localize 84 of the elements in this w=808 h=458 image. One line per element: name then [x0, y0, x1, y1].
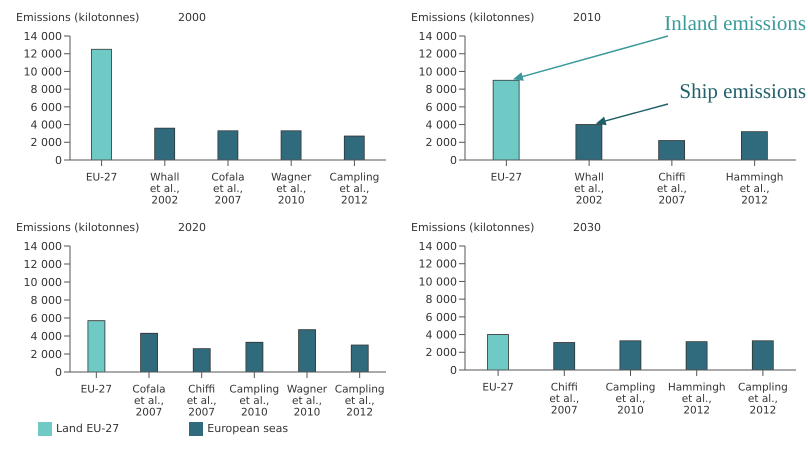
y-tick-label: 14 000	[418, 30, 457, 43]
y-axis-title: Emissions (kilotonnes)	[16, 11, 140, 24]
legend-label: European seas	[207, 422, 288, 436]
y-tick-label: 0	[55, 154, 62, 167]
y-tick-label: 6 000	[30, 100, 62, 114]
x-tick-label: Hammingh et al., 2012	[726, 171, 784, 206]
y-tick-label: 0	[450, 364, 457, 377]
x-tick-label: Chiffi et al., 2007	[186, 383, 217, 418]
x-tick-label: Wagner et al., 2010	[286, 383, 328, 418]
bar	[91, 48, 112, 160]
bar	[344, 136, 365, 160]
y-tick-label: 2 000	[30, 136, 62, 150]
bar	[217, 130, 238, 160]
y-tick-label: 10 000	[24, 65, 62, 78]
x-tick-label: Campling et al., 2012	[329, 171, 380, 206]
bar	[752, 340, 774, 370]
y-tick-label: 8 000	[30, 294, 62, 307]
y-tick-label: 14 000	[418, 240, 457, 253]
y-tick-label: 6 000	[426, 100, 457, 114]
chart-title: 2030	[573, 221, 601, 234]
y-tick-label: 6 000	[426, 310, 457, 324]
y-tick-label: 8 000	[426, 83, 457, 96]
y-tick-label: 0	[450, 154, 457, 167]
bar	[553, 342, 576, 370]
x-tick-label: Hammingh et al., 2012	[668, 381, 726, 416]
y-tick-label: 10 000	[418, 275, 457, 288]
y-tick-label: 14 000	[24, 30, 62, 43]
x-tick-label: EU-27	[80, 383, 112, 396]
x-tick-label: Campling et al., 2012	[334, 383, 385, 418]
y-tick-label: 12 000	[418, 48, 457, 61]
y-tick-label: 12 000	[24, 48, 62, 61]
legend-label: Land EU-27	[56, 422, 120, 436]
bar	[246, 342, 264, 372]
chart-title: 2010	[573, 11, 601, 24]
y-axis-title: Emissions (kilotonnes)	[16, 221, 140, 234]
y-tick-label: 2 000	[426, 346, 457, 360]
y-tick-label: 4 000	[30, 118, 62, 132]
y-tick-label: 10 000	[418, 65, 457, 78]
y-tick-label: 12 000	[418, 258, 457, 271]
y-tick-label: 8 000	[30, 83, 62, 96]
y-tick-label: 12 000	[24, 258, 62, 271]
bar	[492, 80, 520, 160]
bar	[88, 320, 106, 372]
x-tick-label: Campling et al., 2010	[229, 383, 280, 418]
bar	[350, 344, 369, 372]
x-tick-label: EU-27	[86, 171, 118, 184]
x-tick-label: Cofala et al., 2007	[132, 383, 166, 418]
bar	[740, 131, 768, 160]
chart-title: 2000	[178, 11, 206, 24]
bar	[140, 332, 158, 372]
y-tick-label: 8 000	[426, 293, 457, 306]
y-axis-title: Emissions (kilotonnes)	[411, 11, 534, 24]
bar	[575, 124, 602, 160]
y-tick-label: 4 000	[426, 328, 457, 342]
y-axis-title: Emissions (kilotonnes)	[411, 221, 534, 234]
text: Inland emissions	[664, 11, 806, 35]
y-tick-label: 14 000	[24, 240, 62, 253]
bar	[280, 130, 302, 160]
bar	[686, 341, 708, 370]
bar	[298, 329, 316, 372]
annotation: Ship emissions	[679, 79, 806, 103]
x-tick-label: Campling et al., 2012	[738, 381, 788, 416]
y-tick-label: 4 000	[30, 330, 62, 343]
x-tick-label: Chiffi et al., 2007	[549, 381, 580, 416]
bar	[620, 340, 642, 370]
chart-title: 2020	[178, 221, 206, 234]
bar	[487, 334, 509, 370]
x-tick-label: Chiffi et al., 2007	[656, 171, 687, 206]
x-tick-label: EU-27	[482, 381, 514, 394]
y-tick-label: 4 000	[426, 118, 457, 132]
y-tick-label: 2 000	[30, 348, 62, 361]
x-tick-label: Whall et al., 2002	[150, 171, 180, 206]
y-tick-label: 6 000	[30, 312, 62, 325]
x-tick-label: Campling et al., 2010	[606, 381, 656, 416]
x-tick-label: EU-27	[490, 171, 522, 184]
y-tick-label: 0	[55, 366, 62, 379]
bar	[658, 140, 686, 160]
y-tick-label: 2 000	[426, 136, 457, 150]
x-tick-label: Wagner et al., 2010	[271, 171, 312, 206]
bar	[154, 128, 176, 160]
x-tick-label: Cofala et al., 2007	[211, 171, 245, 206]
bar	[192, 348, 211, 372]
x-tick-label: Whall et al., 2002	[574, 171, 604, 206]
y-tick-label: 10 000	[24, 276, 62, 289]
